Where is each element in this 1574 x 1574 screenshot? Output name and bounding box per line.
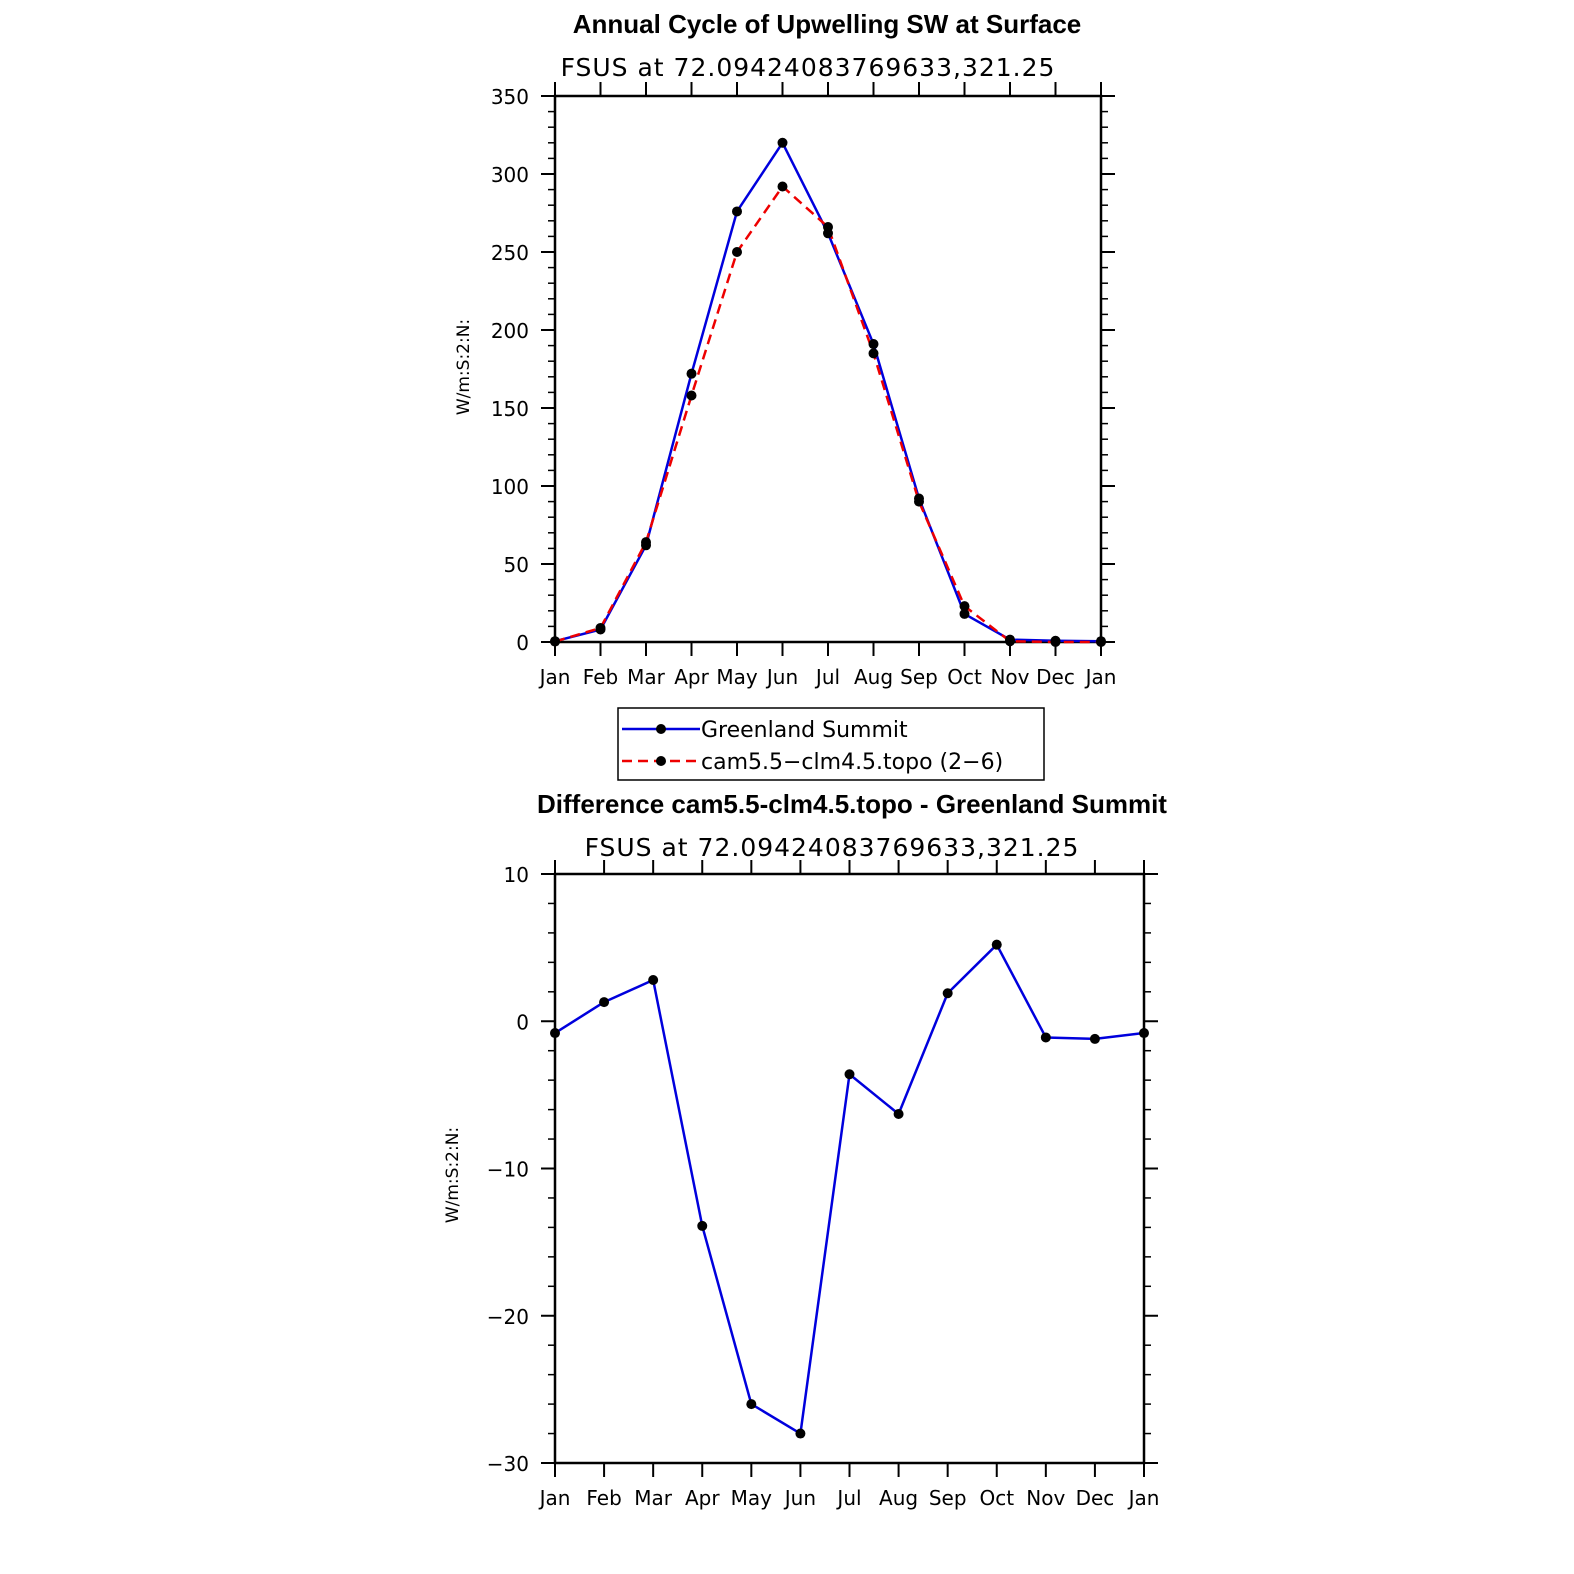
y-tick-label: 0	[516, 631, 529, 655]
data-point	[942, 988, 953, 999]
x-tick-label: Jan	[538, 665, 571, 689]
y-tick-label: 10	[504, 863, 529, 887]
data-point	[1040, 1032, 1051, 1043]
data-point	[550, 636, 560, 647]
legend-label-obs: Greenland Summit	[701, 718, 908, 743]
chart-subtitle: FSUS at 72.09424083769633,321.25	[585, 833, 1080, 862]
x-tick-label: Oct	[947, 665, 982, 689]
y-tick-label: 0	[516, 1010, 529, 1034]
data-point	[732, 206, 742, 217]
data-point	[641, 537, 651, 548]
legend: Greenland Summit cam5.5−clm4.5.topo (2−6…	[617, 707, 1045, 781]
x-tick-label: Jun	[783, 1486, 816, 1510]
data-point	[914, 496, 924, 507]
x-tick-label: Jul	[814, 665, 840, 689]
x-tick-label: Dec	[1076, 1486, 1115, 1510]
x-tick-label: Mar	[627, 665, 666, 689]
x-tick-label: Jan	[1084, 665, 1117, 689]
data-point	[959, 608, 970, 619]
x-tick-label: Sep	[900, 665, 938, 689]
y-axis-label: W/m:S:2:N:	[443, 1127, 463, 1223]
difference-chart: Difference cam5.5-clm4.5.topo - Greenlan…	[443, 789, 1167, 1510]
annual-cycle-chart: Annual Cycle of Upwelling SW at Surface …	[454, 9, 1116, 689]
x-tick-label: Mar	[634, 1486, 673, 1510]
legend-box	[617, 707, 1045, 781]
y-tick-label: 250	[491, 241, 529, 265]
data-point	[599, 997, 610, 1008]
data-point	[1096, 637, 1106, 647]
chart-subtitle: FSUS at 72.09424083769633,321.25	[561, 53, 1056, 82]
x-tick-label: Sep	[929, 1486, 967, 1510]
legend-marker-obs	[656, 724, 666, 734]
x-tick-label: Jul	[835, 1486, 861, 1510]
y-tick-label: 50	[504, 553, 529, 577]
x-tick-label: Jun	[765, 665, 798, 689]
x-tick-label: Nov	[990, 665, 1029, 689]
x-tick-label: Jan	[538, 1486, 571, 1510]
x-tick-label: Aug	[879, 1486, 918, 1510]
data-point	[959, 601, 970, 612]
data-point	[1005, 636, 1015, 647]
data-point	[844, 1069, 855, 1080]
x-tick-label: Oct	[979, 1486, 1014, 1510]
x-tick-label: Jan	[1127, 1486, 1160, 1510]
data-point	[732, 247, 742, 257]
x-tick-label: Apr	[685, 1486, 720, 1510]
data-point	[868, 339, 879, 350]
data-point	[823, 222, 833, 233]
y-tick-label: −30	[487, 1452, 529, 1476]
data-point	[686, 390, 697, 401]
series-line-0	[554, 141, 1102, 643]
x-tick-label: Dec	[1036, 665, 1075, 689]
chart-title: Annual Cycle of Upwelling SW at Surface	[573, 9, 1082, 39]
x-tick-label: Feb	[583, 665, 618, 689]
legend-marker-model	[656, 756, 666, 766]
x-tick-label: Apr	[674, 665, 709, 689]
series-line-0	[554, 943, 1145, 1435]
x-tick-label: Aug	[854, 665, 893, 689]
data-point	[1089, 1033, 1100, 1044]
x-tick-label: May	[731, 1486, 773, 1510]
data-point	[893, 1109, 904, 1120]
y-tick-label: −10	[487, 1158, 529, 1182]
data-point	[686, 368, 697, 379]
legend-label-model: cam5.5−clm4.5.topo (2−6)	[701, 750, 1003, 775]
data-point	[595, 622, 606, 633]
data-point	[868, 348, 879, 359]
data-point	[1139, 1028, 1149, 1039]
chart-title: Difference cam5.5-clm4.5.topo - Greenlan…	[537, 789, 1167, 819]
data-point	[746, 1399, 757, 1410]
data-point	[648, 975, 659, 986]
data-point	[550, 1028, 560, 1039]
y-tick-label: 100	[491, 475, 529, 499]
y-tick-label: 150	[491, 397, 529, 421]
y-tick-label: −20	[487, 1305, 529, 1329]
x-tick-label: Feb	[586, 1486, 621, 1510]
y-tick-label: 350	[491, 85, 529, 109]
data-point	[777, 137, 788, 148]
series-line-1	[554, 185, 1101, 644]
data-point	[795, 1428, 806, 1439]
x-tick-label: May	[716, 665, 758, 689]
data-point	[991, 939, 1002, 950]
x-tick-label: Nov	[1026, 1486, 1065, 1510]
plot-frame	[553, 872, 1146, 1465]
data-point	[777, 181, 788, 192]
y-axis-label: W/m:S:2:N:	[454, 319, 474, 415]
data-point	[1050, 637, 1061, 647]
y-tick-label: 200	[491, 319, 529, 343]
y-tick-label: 300	[491, 163, 529, 187]
data-point	[697, 1220, 708, 1231]
